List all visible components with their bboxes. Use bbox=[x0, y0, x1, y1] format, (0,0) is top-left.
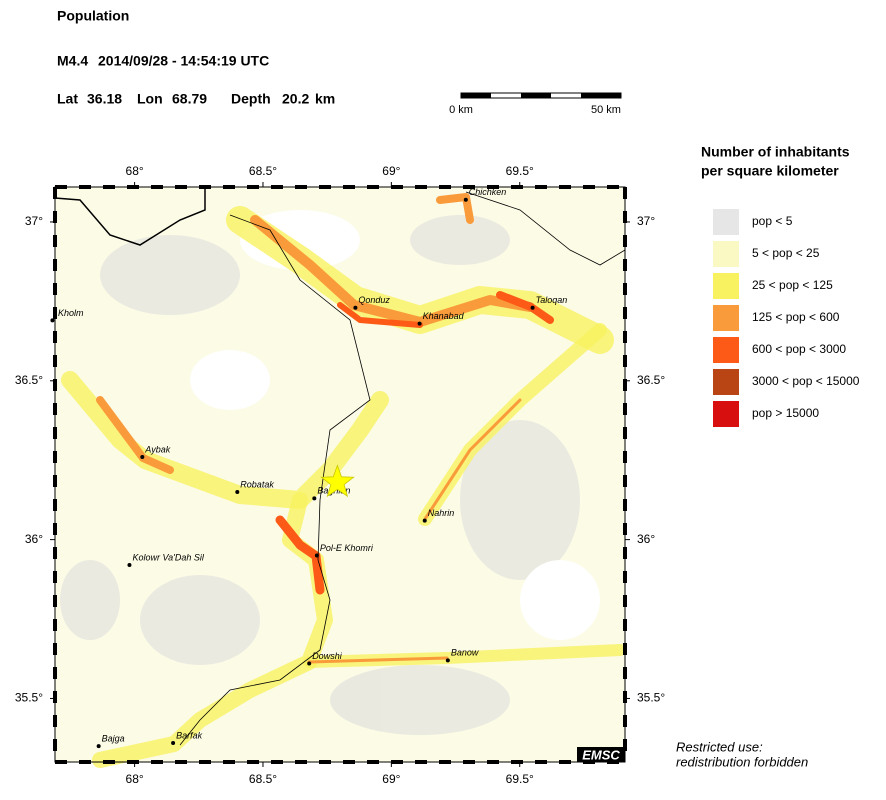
city-dot bbox=[353, 305, 358, 310]
notice: redistribution forbidden bbox=[676, 754, 808, 769]
x-tick-label: 68° bbox=[126, 772, 144, 786]
legend-label: 3000 < pop < 15000 bbox=[752, 374, 860, 388]
city-dot bbox=[140, 455, 145, 460]
lat-value: 36.18 bbox=[87, 91, 122, 107]
epicenter-star bbox=[320, 464, 355, 498]
city-label: Taloqan bbox=[536, 295, 568, 305]
lat-label: Lat bbox=[57, 91, 78, 107]
y-tick-label: 35.5° bbox=[637, 691, 665, 705]
legend-swatch bbox=[713, 401, 739, 427]
lon-label: Lon bbox=[137, 91, 163, 107]
city-dot bbox=[314, 553, 319, 558]
city-dot bbox=[312, 496, 317, 501]
x-tick-label: 69.5° bbox=[506, 164, 534, 178]
city-dot bbox=[422, 518, 427, 523]
credit-box bbox=[577, 747, 625, 762]
legend-swatch bbox=[713, 241, 739, 267]
x-tick-label: 68.5° bbox=[249, 164, 277, 178]
depth-label: Depth bbox=[231, 91, 271, 107]
y-tick-label: 36.5° bbox=[637, 373, 665, 387]
legend-title: per square kilometer bbox=[701, 163, 839, 179]
city-label: Qonduz bbox=[358, 295, 390, 305]
scale-start: 0 km bbox=[449, 104, 473, 116]
city-label: Chichken bbox=[469, 187, 507, 197]
city-label: Aybak bbox=[144, 444, 170, 454]
city-label: Banow bbox=[451, 648, 479, 658]
legend-swatch bbox=[713, 209, 739, 235]
city-label: Barfak bbox=[176, 730, 203, 740]
city-label: Pol-E Khomri bbox=[320, 543, 374, 553]
x-tick-label: 68.5° bbox=[249, 772, 277, 786]
legend-label: pop > 15000 bbox=[752, 406, 819, 420]
city-dot bbox=[235, 489, 240, 494]
city-dot bbox=[530, 305, 535, 310]
depth-unit: km bbox=[315, 91, 335, 107]
city-label: Kholm bbox=[58, 308, 84, 318]
datetime: 2014/09/28 - 14:54:19 UTC bbox=[98, 53, 269, 69]
city-label: Khanabad bbox=[423, 311, 465, 321]
x-tick-label: 68° bbox=[126, 164, 144, 178]
city-label: Kolowr Va'Dah Sil bbox=[132, 552, 204, 562]
legend-swatch bbox=[713, 369, 739, 395]
y-tick-label: 36.5° bbox=[15, 373, 43, 387]
title: Population bbox=[57, 8, 129, 24]
map-marks: 68° 68° 68.5° 68.5° 69° 69° 69.5° 69.5° 37° 37° 36… bbox=[15, 164, 666, 786]
city-dot bbox=[445, 658, 450, 663]
city-dot bbox=[50, 318, 55, 323]
credit: EMSC bbox=[582, 747, 620, 762]
legend-swatch bbox=[713, 273, 739, 299]
city-dot bbox=[96, 744, 101, 749]
legend-label: 5 < pop < 25 bbox=[752, 246, 820, 260]
city-label: Nahrin bbox=[428, 508, 455, 518]
city-dot bbox=[417, 321, 422, 326]
x-tick-label: 69° bbox=[382, 164, 400, 178]
y-tick-label: 37° bbox=[25, 214, 43, 228]
legend-title: Number of inhabitants bbox=[701, 144, 850, 160]
depth-value: 20.2 bbox=[282, 91, 309, 107]
city-label: Bajga bbox=[102, 733, 125, 743]
magnitude: M4.4 bbox=[57, 53, 88, 69]
legend-label: 25 < pop < 125 bbox=[752, 278, 833, 292]
scale-end: 50 km bbox=[591, 104, 621, 116]
legend-label: pop < 5 bbox=[752, 214, 793, 228]
legend-label: 125 < pop < 600 bbox=[752, 310, 840, 324]
legend-swatch bbox=[713, 305, 739, 331]
y-tick-label: 36° bbox=[25, 532, 43, 546]
legend-label: 600 < pop < 3000 bbox=[752, 342, 846, 356]
city-dot bbox=[463, 197, 468, 202]
city-label: Robatak bbox=[240, 479, 274, 489]
notice: Restricted use: bbox=[676, 739, 763, 754]
lon-value: 68.79 bbox=[172, 91, 207, 107]
city-dot bbox=[171, 740, 176, 745]
scale-bar bbox=[460, 92, 622, 99]
legend-swatch bbox=[713, 337, 739, 363]
x-tick-label: 69° bbox=[382, 772, 400, 786]
y-tick-label: 36° bbox=[637, 532, 655, 546]
city-dot bbox=[127, 563, 132, 568]
city-label: Dowshi bbox=[312, 651, 343, 661]
y-tick-label: 35.5° bbox=[15, 691, 43, 705]
y-tick-label: 37° bbox=[637, 214, 655, 228]
city-dot bbox=[307, 661, 312, 666]
legend: pop < 5 5 < pop < 25 25 < pop < 125 125 < p… bbox=[713, 209, 860, 427]
x-tick-label: 69.5° bbox=[506, 772, 534, 786]
